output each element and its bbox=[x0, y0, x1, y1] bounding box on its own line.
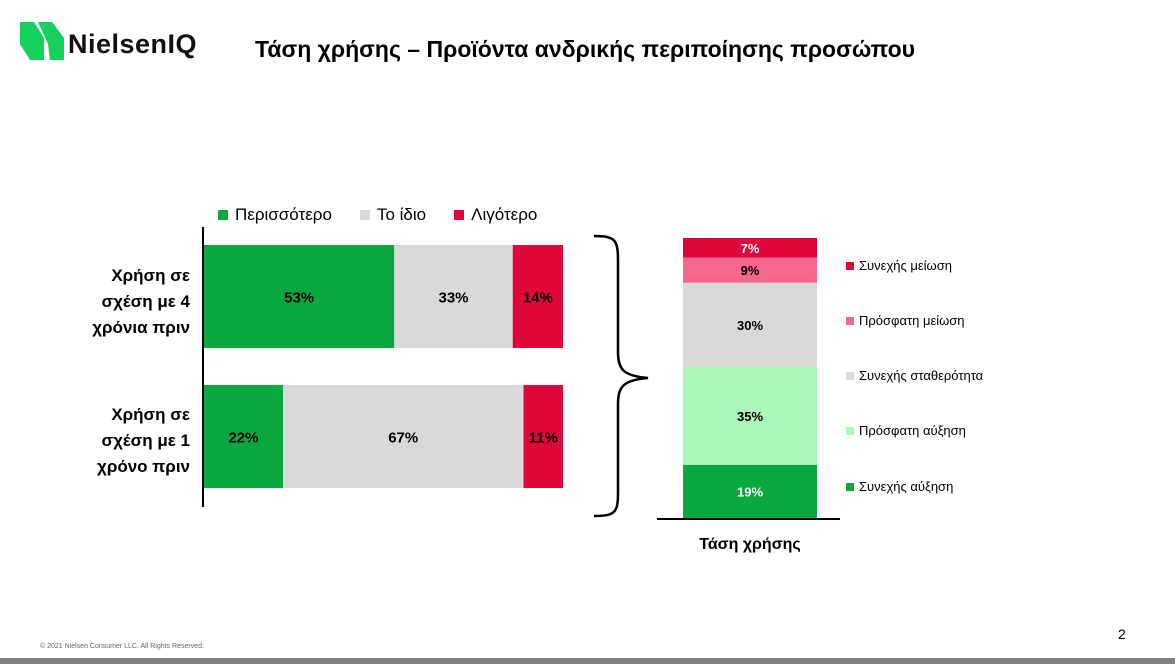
left-stacked-bar-chart: 53% 33% 14% 22% 67% 11% bbox=[202, 227, 563, 507]
legend-swatch bbox=[218, 210, 228, 220]
data-label: 67% bbox=[388, 430, 418, 447]
bar-segment bbox=[204, 245, 395, 348]
legend-swatch bbox=[454, 210, 465, 220]
category-label-line: χρόνο πριν bbox=[97, 457, 190, 476]
legend-label: Συνεχής μείωση bbox=[859, 258, 952, 273]
data-label: 7% bbox=[741, 241, 760, 256]
data-label: 22% bbox=[228, 430, 258, 447]
brand-name: NielsenIQ bbox=[68, 29, 198, 59]
right-chart-category-label: Τάση χρήσης bbox=[699, 536, 801, 553]
legend-swatch bbox=[846, 371, 854, 380]
legend-swatch bbox=[846, 316, 854, 325]
copyright-text: © 2021 Nielsen Consumer LLC. All Rights … bbox=[40, 643, 204, 650]
legend-item-same: Το ίδιο bbox=[359, 205, 427, 225]
legend-swatch bbox=[846, 426, 854, 435]
legend-label: Πρόσφατη αύξηση bbox=[859, 423, 966, 438]
data-label: 14% bbox=[523, 290, 553, 307]
category-label-line: σχέση με 4 bbox=[101, 292, 190, 311]
legend-label: Λιγότερο bbox=[471, 205, 538, 224]
bar-segment bbox=[523, 385, 563, 488]
legend-label: Συνεχής σταθερότητα bbox=[859, 368, 984, 383]
column-segment bbox=[683, 238, 817, 258]
legend-label: Το ίδιο bbox=[376, 205, 427, 224]
page-title: Τάση χρήσης – Προϊόντα ανδρικής περιποίη… bbox=[255, 36, 916, 62]
right-stacked-column-chart: 19% 35% 30% 9% 7% bbox=[657, 238, 840, 520]
bar-segment bbox=[512, 245, 563, 348]
category-label-line: Χρήση σε bbox=[111, 405, 190, 424]
category-label-line: σχέση με 1 bbox=[101, 431, 190, 450]
legend-item-recent-increase: Πρόσφατη αύξηση bbox=[846, 423, 966, 438]
category-label-4-years: Χρήση σε σχέση με 4 χρόνια πριν bbox=[80, 263, 190, 341]
data-label: 35% bbox=[737, 409, 763, 424]
column-segment bbox=[683, 257, 817, 283]
left-chart-legend: Περισσότερο Το ίδιο Λιγότερο bbox=[218, 205, 565, 225]
legend-label: Πρόσφατη μείωση bbox=[859, 313, 965, 328]
category-label-line: Χρήση σε bbox=[111, 266, 190, 285]
column-segment bbox=[683, 464, 817, 518]
legend-swatch bbox=[359, 210, 370, 220]
legend-swatch bbox=[846, 261, 854, 270]
column-segment bbox=[683, 366, 817, 465]
data-label: 9% bbox=[741, 263, 760, 278]
legend-label: Περισσότερο bbox=[235, 205, 332, 224]
legend-item-continuous-stability: Συνεχής σταθερότητα bbox=[846, 368, 983, 383]
data-label: 53% bbox=[284, 290, 314, 307]
column-segment bbox=[683, 282, 817, 367]
page-number: 2 bbox=[1118, 626, 1126, 642]
bottom-bar bbox=[0, 658, 1175, 664]
legend-item-continuous-decrease: Συνεχής μείωση bbox=[846, 258, 952, 273]
legend-swatch bbox=[846, 482, 854, 491]
category-label-1-year: Χρήση σε σχέση με 1 χρόνο πριν bbox=[80, 402, 190, 480]
category-label-line: χρόνια πριν bbox=[92, 318, 190, 337]
legend-item-more: Περισσότερο bbox=[218, 205, 332, 225]
legend-item-less: Λιγότερο bbox=[454, 205, 537, 225]
data-label: 33% bbox=[438, 290, 468, 307]
legend-label: Συνεχής αύξηση bbox=[859, 479, 954, 494]
legend-item-recent-decrease: Πρόσφατη μείωση bbox=[846, 313, 965, 328]
data-label: 30% bbox=[737, 318, 763, 333]
bar-segment bbox=[282, 385, 524, 488]
nielseniq-logo-icon bbox=[20, 22, 64, 60]
bar-segment bbox=[394, 245, 513, 348]
bar-segment bbox=[204, 385, 283, 488]
data-label: 19% bbox=[737, 484, 763, 499]
brace-icon bbox=[593, 234, 649, 518]
legend-item-continuous-increase: Συνεχής αύξηση bbox=[846, 479, 953, 494]
data-label: 11% bbox=[529, 430, 558, 447]
